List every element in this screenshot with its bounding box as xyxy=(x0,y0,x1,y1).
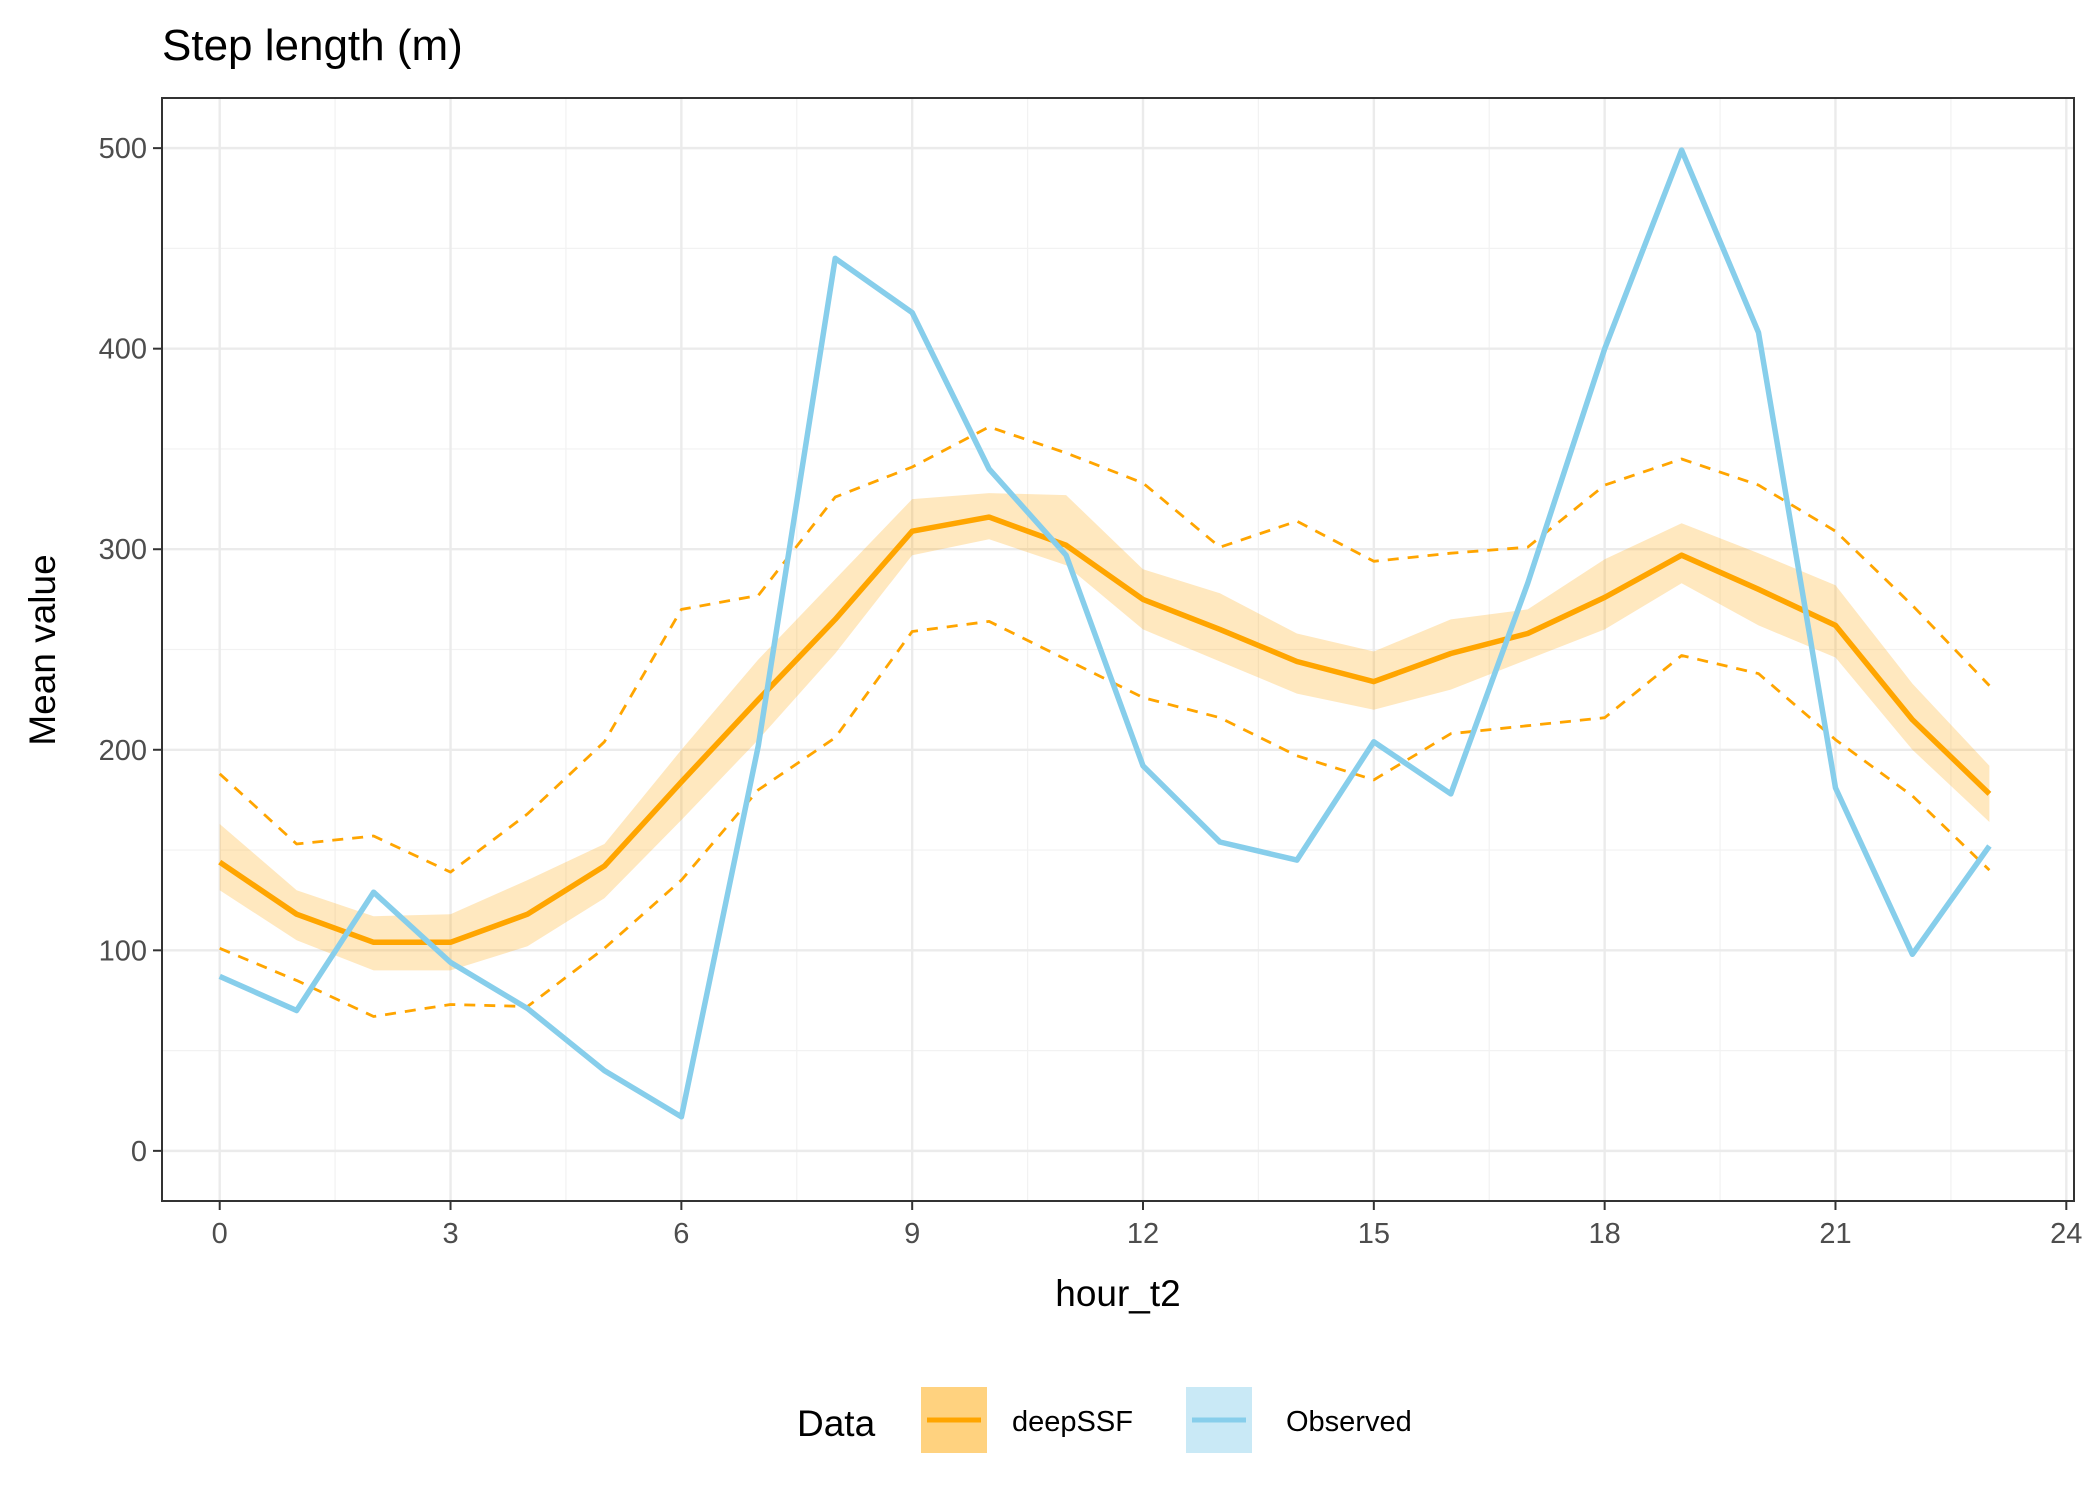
legend-label-deepssf: deepSSF xyxy=(1012,1406,1133,1438)
legend-label-observed: Observed xyxy=(1286,1406,1412,1438)
x-tick-label: 3 xyxy=(442,1218,458,1250)
y-tick-label: 500 xyxy=(99,133,147,165)
y-tick-label: 400 xyxy=(99,334,147,366)
x-tick-label: 0 xyxy=(212,1218,228,1250)
band-layer xyxy=(219,493,1990,971)
y-axis-title: Mean value xyxy=(22,554,63,745)
x-axis-title: hour_t2 xyxy=(1055,1273,1181,1314)
legend-title: Data xyxy=(797,1403,876,1444)
y-tick-label: 300 xyxy=(99,534,147,566)
y-axis: 0 100 200 300 400 500 xyxy=(99,133,162,1168)
x-tick-label: 18 xyxy=(1589,1218,1621,1250)
legend: Data deepSSF Observed xyxy=(797,1387,1412,1453)
deepssf-band xyxy=(219,493,1990,971)
y-tick-label: 200 xyxy=(99,735,147,767)
x-tick-label: 9 xyxy=(904,1218,920,1250)
x-tick-label: 6 xyxy=(673,1218,689,1250)
observed-line xyxy=(218,147,1992,1120)
y-tick-label: 100 xyxy=(99,935,147,967)
x-tick-label: 12 xyxy=(1127,1218,1159,1250)
deepssf-line xyxy=(218,514,1992,946)
y-tick-label: 0 xyxy=(131,1136,147,1168)
line-layer xyxy=(218,147,1992,1120)
x-tick-label: 24 xyxy=(2050,1218,2082,1250)
grid-minor xyxy=(162,98,2074,1201)
dashed-layer xyxy=(218,425,1991,1018)
x-axis: 0 3 6 9 12 15 18 21 24 xyxy=(212,1201,2082,1250)
plot-panel-border xyxy=(161,97,2075,1202)
deepssf-dashed-upper xyxy=(218,425,1991,874)
x-tick-label: 21 xyxy=(1819,1218,1851,1250)
x-tick-label: 15 xyxy=(1358,1218,1390,1250)
deepssf-dashed-lower xyxy=(219,620,1991,1018)
chart-title: Step length (m) xyxy=(162,21,463,70)
grid-major xyxy=(162,98,2074,1201)
